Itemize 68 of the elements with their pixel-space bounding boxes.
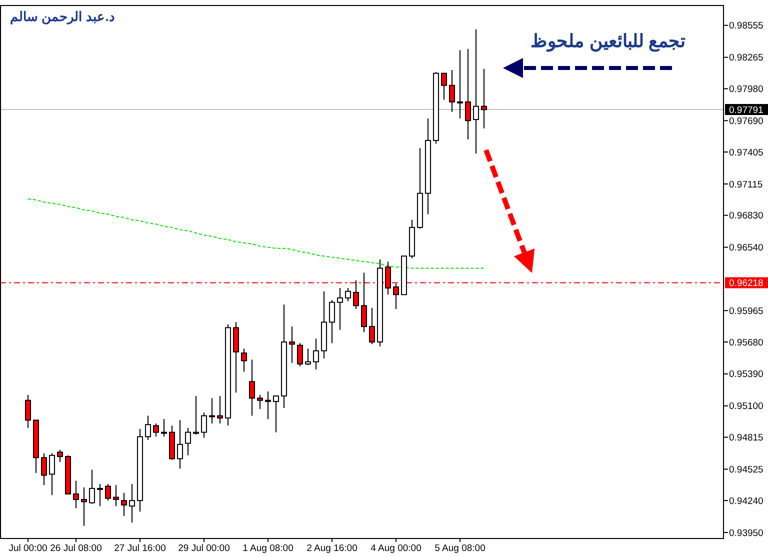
candlestick: [329, 300, 335, 344]
x-tick-label: 26 Jul 08:00: [50, 543, 102, 554]
candlestick: [337, 288, 343, 330]
candlestick: [241, 348, 247, 372]
candlestick: [89, 469, 95, 504]
candlestick: [73, 480, 79, 509]
candlestick: [129, 484, 135, 524]
y-tick-label: 0.96540: [729, 242, 764, 254]
text: تجمع للبائعين ملحوظ: [530, 31, 686, 52]
x-tick-label: 4 Aug 00:00: [370, 543, 422, 554]
y-tick-label: 0.97405: [729, 147, 764, 158]
candlestick: [105, 484, 111, 502]
x-tick-label: 1 Aug 08:00: [242, 543, 294, 554]
y-tick-label: 0.93950: [729, 528, 764, 539]
x-tick-label: 29 Jul 00:00: [178, 543, 230, 554]
candlestick: [161, 418, 167, 438]
x-tick-label: 27 Jul 16:00: [114, 543, 166, 554]
candlestick: [481, 68, 487, 129]
y-tick-label: 0.97690: [729, 116, 764, 127]
candlestick: [369, 307, 375, 345]
y-tick-label: 0.94240: [729, 496, 764, 507]
candlestick: [217, 395, 223, 424]
x-tick-label: 5 Aug 08:00: [434, 543, 486, 554]
ref-line-label: 0.96218: [729, 278, 764, 290]
candlestick: [257, 394, 263, 410]
candlestick: [153, 422, 159, 438]
x-tick-label: 2 Aug 16:00: [306, 543, 358, 554]
candlestick: [193, 395, 199, 435]
y-tick-label: 0.95965: [729, 306, 764, 317]
y-tick-label: 0.96830: [729, 210, 764, 222]
candlestick: [297, 342, 303, 367]
candlestick: [249, 359, 255, 416]
candlestick: [41, 452, 47, 486]
annotation: د.عبد الرحمن سالم: [10, 9, 115, 25]
candlestick: [457, 50, 463, 119]
candlestick: [145, 415, 151, 440]
candlestick: [273, 395, 279, 433]
x-tick-label: Jul 00:00: [8, 543, 48, 554]
candlestick: [185, 427, 191, 456]
ref-line-label: 0.97791: [729, 104, 764, 116]
candlestick: [121, 492, 127, 516]
y-tick-label: 0.98555: [729, 20, 764, 32]
y-tick-label: 0.98265: [729, 52, 764, 64]
candlestick: [81, 486, 87, 526]
candlestick: [313, 338, 319, 370]
candlestick: [345, 288, 351, 302]
candlestick: [57, 449, 63, 463]
candlestick: [465, 48, 471, 140]
candlestick: [441, 72, 447, 100]
candlestick: [265, 391, 271, 420]
candlestick: [449, 69, 455, 112]
y-tick-label: 0.97115: [729, 179, 763, 190]
candlestick: [25, 394, 31, 428]
candlestick: [473, 28, 479, 154]
candlestick: [177, 420, 183, 470]
candlestick: [201, 412, 207, 438]
y-tick-label: 0.94525: [729, 464, 764, 476]
candlestick: [97, 484, 103, 507]
candlestick: [49, 452, 55, 496]
y-tick-label: 0.95680: [729, 337, 764, 348]
y-tick-label: 0.97980: [729, 84, 764, 96]
y-tick-label: 0.94815: [729, 432, 764, 444]
candlestick: [113, 484, 119, 507]
candlestick: [289, 326, 295, 364]
candlestick: [209, 398, 215, 424]
y-tick-label: 0.95390: [729, 369, 764, 380]
candlestick: [305, 348, 311, 366]
y-tick-label: 0.95100: [729, 401, 764, 412]
